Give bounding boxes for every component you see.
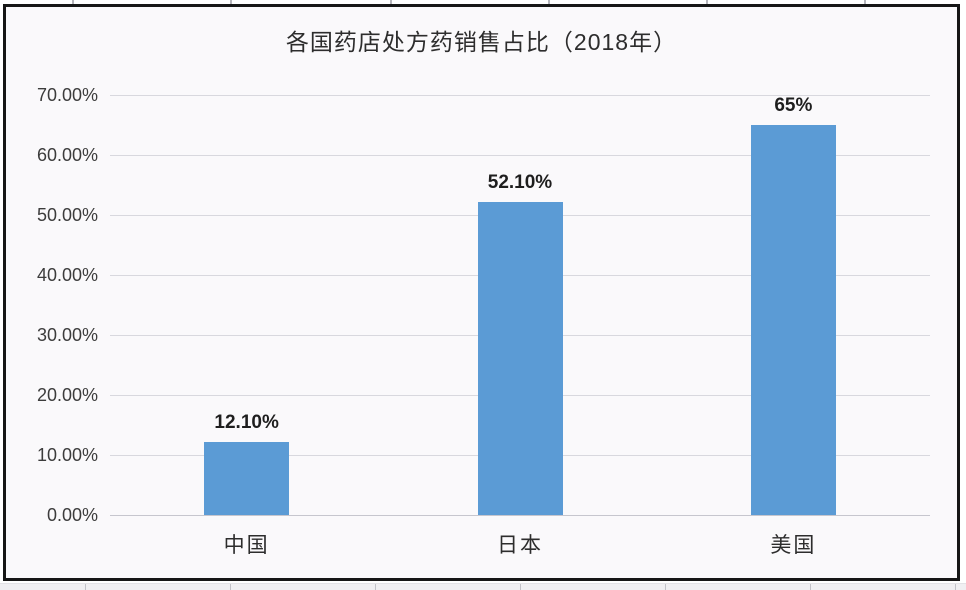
crop-tick bbox=[390, 0, 392, 4]
bar-value-label: 65% bbox=[774, 95, 813, 116]
bar bbox=[204, 442, 290, 515]
x-axis-category-label: 中国 bbox=[223, 534, 270, 557]
chart-frame: 各国药店处方药销售占比（2018年） 70.00% 60.00% 50.00% 40.… bbox=[3, 4, 960, 581]
y-axis-tick-label: 10.00% bbox=[36, 445, 98, 465]
bar-value-label: 52.10% bbox=[487, 172, 553, 194]
bar bbox=[477, 202, 563, 515]
bar-value-label: 12.10% bbox=[214, 412, 279, 434]
y-axis-tick-label: 30.00% bbox=[36, 325, 98, 345]
y-axis-tick-label: 40.00% bbox=[36, 265, 98, 285]
crop-edge-top bbox=[0, 0, 966, 4]
y-axis-tick-label: 70.00% bbox=[36, 85, 98, 105]
plot-area: 70.00% 60.00% 50.00% 40.00% 30.00% 20.00% 10.0… bbox=[37, 85, 930, 557]
crop-tick bbox=[520, 584, 521, 590]
crop-edge-bottom bbox=[0, 583, 966, 590]
y-axis-tick-label: 0.00% bbox=[46, 505, 98, 525]
x-axis-category-label: 日本 bbox=[497, 534, 543, 557]
y-axis-tick-label: 50.00% bbox=[36, 205, 98, 225]
crop-tick bbox=[864, 0, 866, 4]
x-axis-category-label: 美国 bbox=[770, 534, 817, 557]
crop-tick bbox=[665, 584, 666, 590]
gridline bbox=[110, 154, 930, 156]
bar bbox=[750, 125, 836, 515]
crop-tick bbox=[230, 0, 232, 4]
crop-tick bbox=[230, 584, 231, 590]
crop-tick bbox=[85, 584, 86, 590]
chart-title: 各国药店处方药销售占比（2018年） bbox=[285, 29, 678, 55]
crop-tick bbox=[955, 584, 956, 590]
crop-tick bbox=[375, 584, 376, 590]
gridline bbox=[110, 514, 930, 516]
crop-tick bbox=[548, 0, 550, 4]
crop-tick bbox=[810, 584, 811, 590]
y-axis-tick-label: 60.00% bbox=[36, 145, 98, 165]
crop-tick bbox=[72, 0, 74, 4]
y-axis-tick-label: 20.00% bbox=[36, 385, 98, 405]
gridline bbox=[110, 94, 930, 96]
crop-tick bbox=[706, 0, 708, 4]
